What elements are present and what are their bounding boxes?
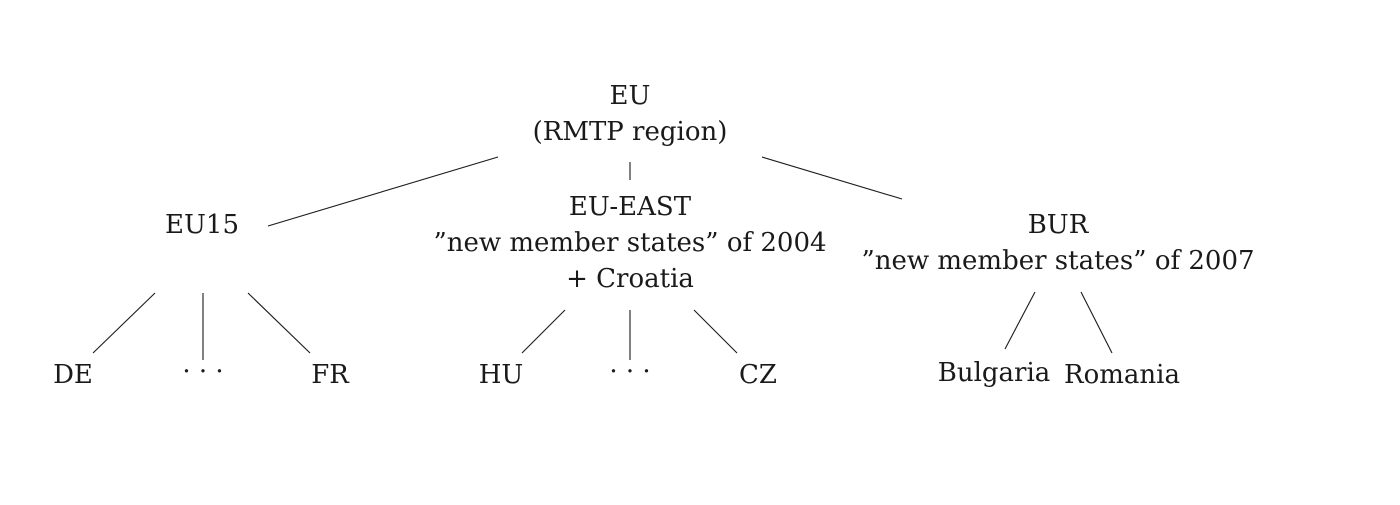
- leaf-hu: HU: [478, 360, 524, 390]
- node-eu15: EU15: [165, 207, 239, 243]
- leaf-eu15-ellipsis: · · ·: [182, 357, 224, 387]
- leaf-bulgaria: Bulgaria: [937, 358, 1051, 388]
- leaf-eueast-ellipsis: · · ·: [609, 357, 651, 387]
- edge-eu15-de: [92, 292, 156, 354]
- leaf-cz: CZ: [739, 360, 777, 390]
- edge-eu-eu15: [267, 156, 499, 227]
- edge-eu-bur: [761, 156, 903, 200]
- node-eu-title: EU: [609, 81, 651, 111]
- node-bur-line2: ”new member states” of 2007: [861, 246, 1255, 276]
- node-eu-east: EU-EAST ”new member states” of 2004 + Cr…: [433, 189, 826, 297]
- edge-eueast-cz: [693, 309, 738, 354]
- leaf-romania: Romania: [1064, 360, 1180, 390]
- edge-bur-bulgaria: [1004, 291, 1036, 350]
- node-eu-east-title: EU-EAST: [568, 192, 692, 222]
- node-bur-title: BUR: [1027, 210, 1089, 240]
- edge-bur-romania: [1080, 291, 1113, 354]
- edge-eueast-hu: [521, 309, 566, 354]
- node-eu-east-line2: ”new member states” of 2004: [433, 228, 827, 258]
- leaf-de: DE: [53, 360, 93, 390]
- edge-eu15-fr: [247, 292, 311, 354]
- node-eu-east-line3: + Croatia: [566, 264, 694, 294]
- node-eu-subtitle: (RMTP region): [532, 117, 728, 147]
- node-eu: EU (RMTP region): [533, 78, 728, 150]
- leaf-fr: FR: [311, 360, 349, 390]
- node-bur: BUR ”new member states” of 2007: [861, 207, 1254, 279]
- node-eu15-title: EU15: [165, 210, 239, 240]
